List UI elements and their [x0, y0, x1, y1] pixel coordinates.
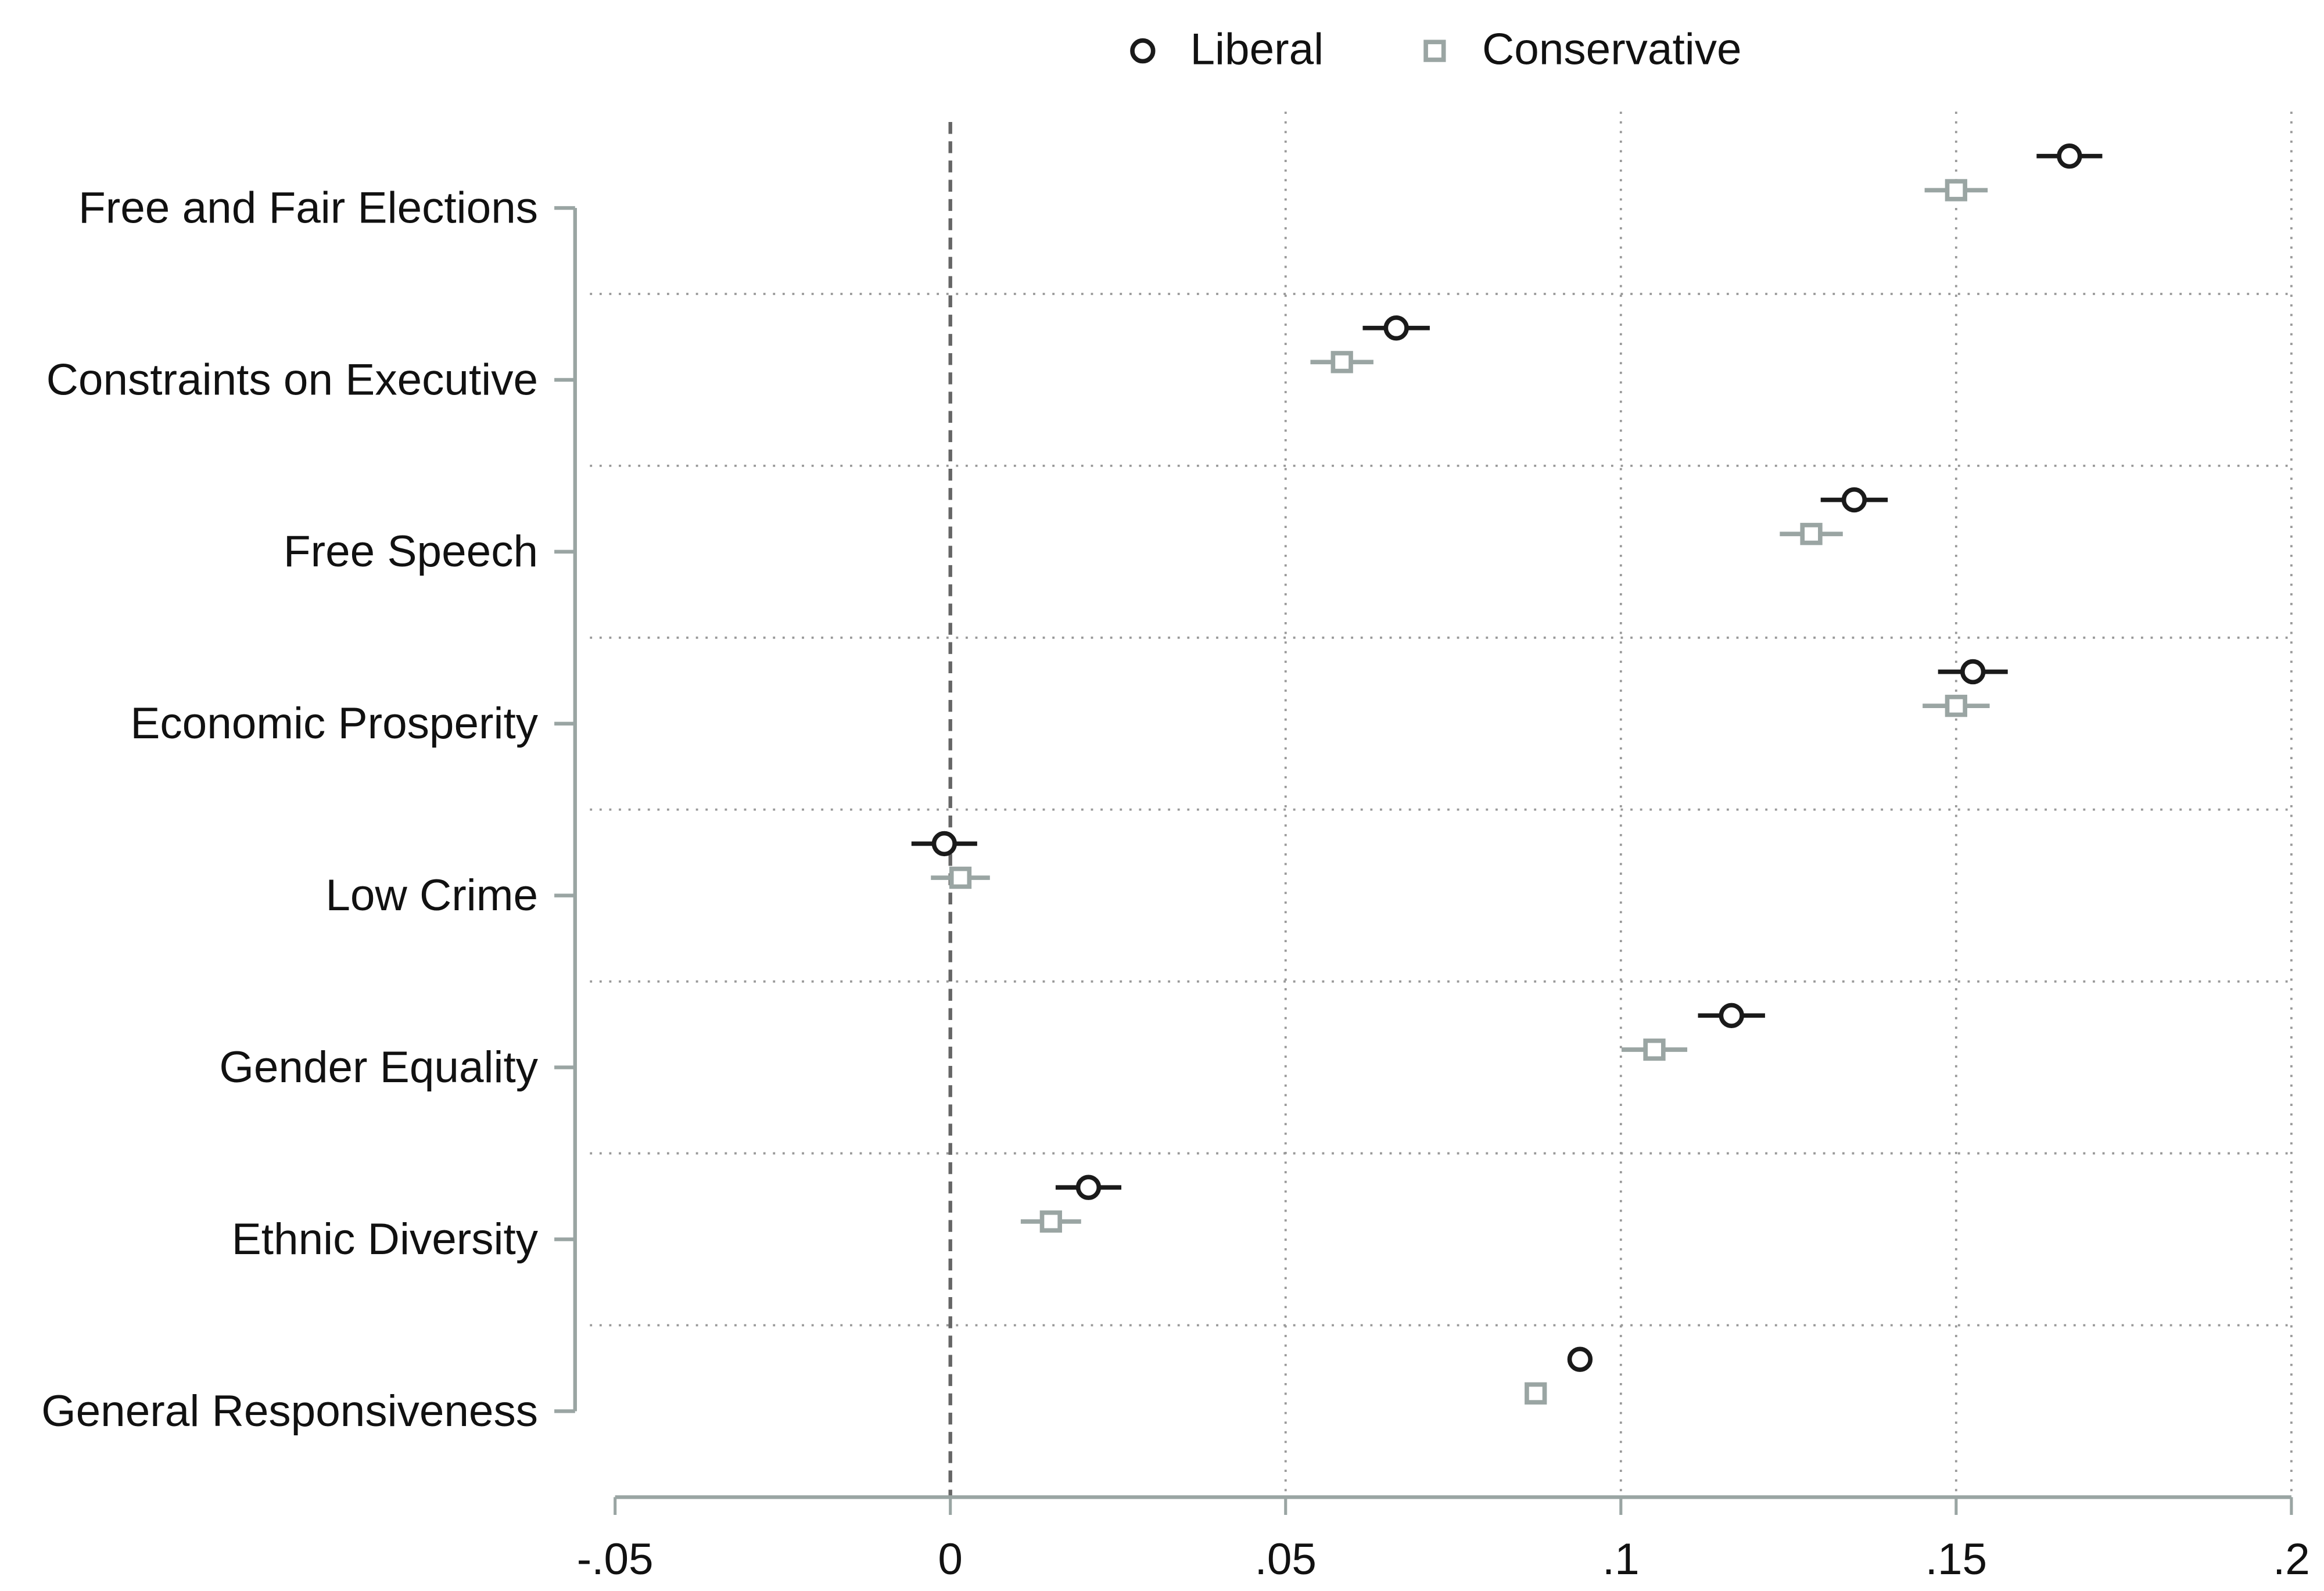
point — [1945, 695, 1967, 717]
y-tick-label: Constraints on Executive — [46, 355, 538, 404]
point — [1525, 1382, 1547, 1405]
point — [1567, 1346, 1593, 1372]
x-tick-label: 0 — [938, 1535, 963, 1584]
point — [1330, 351, 1353, 373]
point — [949, 866, 972, 889]
x-tick-label: .2 — [2273, 1535, 2310, 1584]
y-tick-label: Free Speech — [284, 527, 538, 576]
y-tick-label: Free and Fair Elections — [78, 183, 538, 232]
legend-marker — [1130, 38, 1156, 64]
point — [1960, 659, 1986, 685]
point — [1719, 1003, 1744, 1029]
legend: Liberal Conservative — [1130, 24, 1742, 74]
legend-label: Conservative — [1482, 24, 1742, 74]
point — [1075, 1175, 1102, 1200]
y-tick-label: General Responsiveness — [41, 1387, 538, 1436]
x-tick-label: .05 — [1255, 1535, 1317, 1584]
y-tick-label: Low Crime — [325, 871, 538, 920]
point — [1643, 1038, 1666, 1061]
x-tick-label: -.05 — [577, 1535, 654, 1584]
legend-marker — [1423, 39, 1446, 62]
y-tick-label: Ethnic Diversity — [232, 1215, 539, 1264]
y-tick-label: Gender Equality — [219, 1043, 538, 1092]
point — [1383, 315, 1409, 341]
y-tick-label: Economic Prosperity — [130, 699, 538, 748]
point — [1039, 1210, 1062, 1233]
x-tick-label: .15 — [1925, 1535, 1987, 1584]
legend-label: Liberal — [1190, 24, 1324, 74]
point — [1841, 487, 1867, 513]
point — [931, 831, 957, 857]
point — [1945, 179, 1967, 202]
point — [1800, 523, 1823, 545]
point — [2057, 143, 2082, 169]
x-tick-label: .1 — [1602, 1535, 1640, 1584]
